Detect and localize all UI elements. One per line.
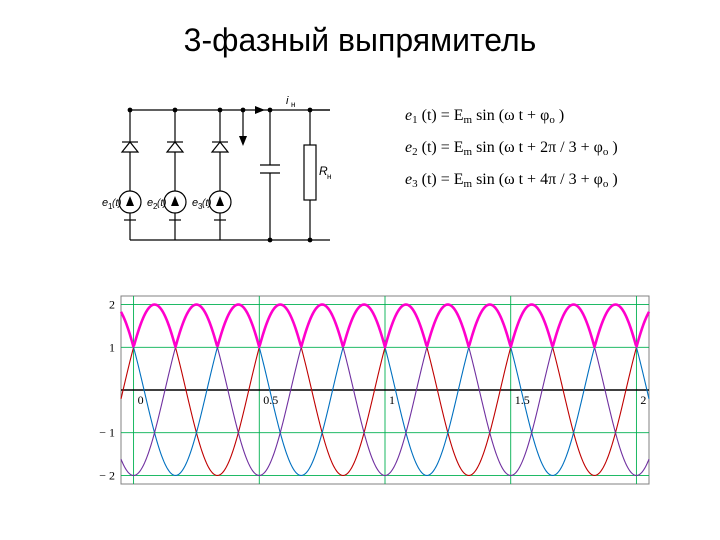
equation-1: e1 (t) = Em sin (ω t + φo ) (405, 100, 618, 132)
equation-2: e2 (t) = Em sin (ω t + 2π / 3 + φo ) (405, 132, 618, 164)
equation-3: e3 (t) = Em sin (ω t + 4π / 3 + φo ) (405, 164, 618, 196)
equations-block: e1 (t) = Em sin (ω t + φo ) e2 (t) = Em … (405, 100, 618, 196)
page-title: 3-фазный выпрямитель (0, 22, 720, 59)
svg-text:2: 2 (640, 393, 646, 407)
svg-text:(t): (t) (112, 198, 121, 209)
svg-text:i: i (286, 95, 289, 107)
svg-text:2: 2 (109, 298, 115, 312)
svg-text:н: н (327, 172, 331, 181)
svg-text:н: н (291, 100, 295, 109)
waveform-chart: 0 0.5 1 1.5 2 − 2 − 1 1 2 (85, 290, 655, 490)
circuit-diagram: e1(t)e2(t)e3(t)Rнiн (95, 90, 355, 250)
svg-text:(t): (t) (202, 198, 211, 209)
svg-text:0.5: 0.5 (263, 393, 278, 407)
svg-text:(t): (t) (157, 198, 166, 209)
svg-text:− 2: − 2 (99, 468, 115, 482)
svg-text:1: 1 (109, 340, 115, 354)
svg-text:1.5: 1.5 (515, 393, 530, 407)
svg-text:1: 1 (389, 393, 395, 407)
svg-text:0: 0 (138, 393, 144, 407)
svg-text:− 1: − 1 (99, 426, 115, 440)
